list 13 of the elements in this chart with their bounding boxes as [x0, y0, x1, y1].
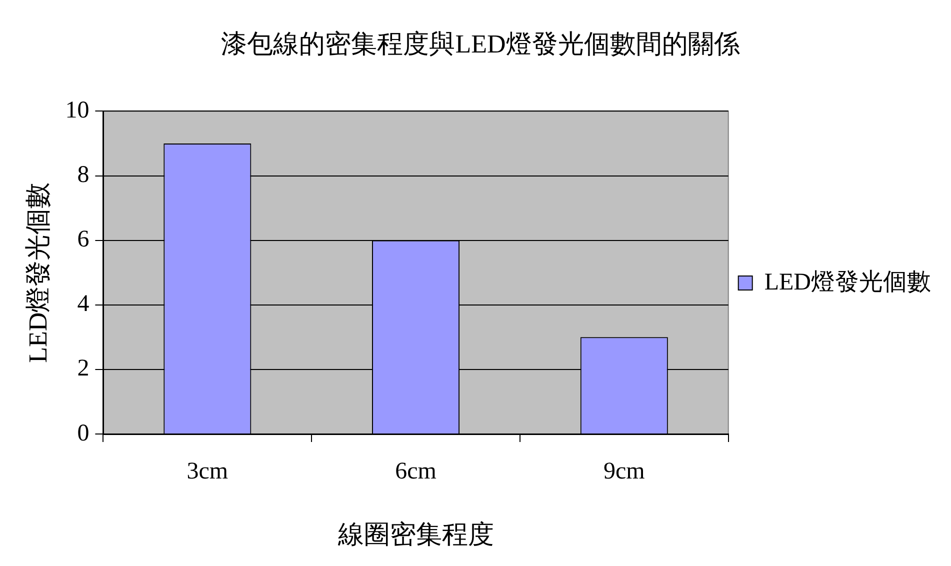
x-tick-label: 9cm — [603, 458, 646, 485]
legend-label: LED燈發光個數 — [764, 269, 932, 296]
x-tick-label: 3cm — [186, 458, 228, 485]
y-tick-label: 8 — [77, 162, 90, 188]
y-tick-label: 2 — [77, 356, 90, 382]
y-axis-title: LED燈發光個數 — [23, 182, 52, 363]
y-tick-label: 6 — [77, 226, 90, 253]
x-tick-label: 6cm — [395, 458, 437, 485]
chart-title: 漆包線的密集程度與LED燈發光個數間的關係 — [221, 29, 740, 58]
x-axis-title: 線圈密集程度 — [336, 520, 494, 550]
y-tick-label: 10 — [65, 97, 90, 124]
y-tick-label: 0 — [77, 420, 90, 446]
y-tick-label: 4 — [77, 291, 90, 318]
